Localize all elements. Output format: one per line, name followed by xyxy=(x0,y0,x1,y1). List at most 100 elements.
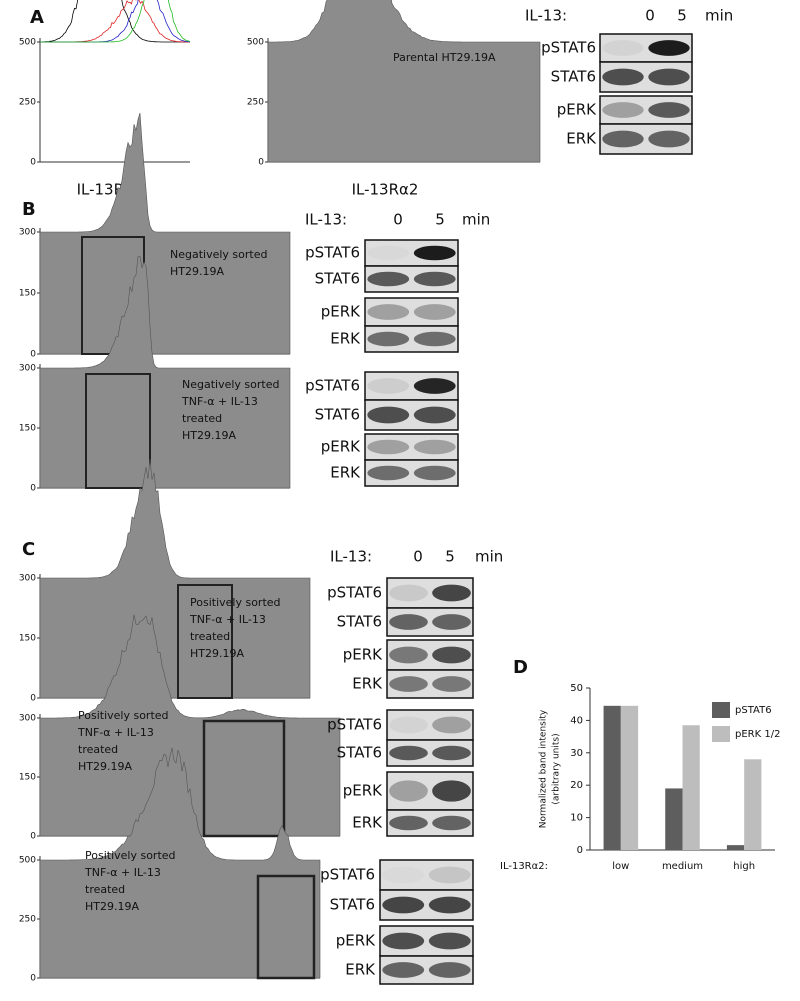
gate xyxy=(177,584,233,699)
band xyxy=(413,271,456,287)
annotation: HT29.19A xyxy=(190,647,244,660)
gate xyxy=(85,373,151,489)
band-label: pSTAT6 xyxy=(320,866,375,884)
band-label: STAT6 xyxy=(315,406,360,424)
time-label: 5 xyxy=(445,548,455,566)
band-label: STAT6 xyxy=(315,270,360,288)
band-label: pERK xyxy=(343,646,383,664)
y-tick-label: 500 xyxy=(247,38,264,48)
band xyxy=(432,614,471,630)
band-label: pSTAT6 xyxy=(327,584,382,602)
band xyxy=(602,40,644,56)
y-tick-label: 250 xyxy=(247,98,264,108)
y-tick-label: 0 xyxy=(30,350,36,360)
histogram xyxy=(39,614,341,837)
band xyxy=(413,304,456,320)
band xyxy=(432,676,471,692)
annotation: treated xyxy=(85,883,125,896)
y-tick-label: 250 xyxy=(19,98,36,108)
band xyxy=(428,866,471,884)
bar xyxy=(665,788,683,850)
band xyxy=(367,378,410,394)
annotation: treated xyxy=(78,743,118,756)
band xyxy=(413,439,456,455)
band xyxy=(382,896,425,914)
y-tick-label: 150 xyxy=(19,289,36,299)
band-label: pERK xyxy=(343,782,383,800)
band-label: pERK xyxy=(321,303,361,321)
y-tick-label: 300 xyxy=(19,228,36,238)
annotation: Parental HT29.19A xyxy=(393,51,496,64)
band xyxy=(367,331,410,347)
band xyxy=(367,271,410,287)
annotation: Positively sorted xyxy=(78,709,169,722)
bar xyxy=(726,845,745,850)
y-tick-label: 300 xyxy=(19,714,36,724)
annotation: HT29.19A xyxy=(85,900,139,913)
histogram-curve xyxy=(40,0,191,43)
band xyxy=(367,465,410,481)
band xyxy=(367,246,409,261)
histogram xyxy=(39,256,291,489)
treatment-label: IL-13: xyxy=(305,211,347,229)
band-label: ERK xyxy=(330,464,361,482)
panel-label: C xyxy=(22,539,35,560)
band xyxy=(648,102,690,118)
blot-row xyxy=(364,297,459,327)
band xyxy=(432,716,471,734)
band xyxy=(432,646,471,664)
y-tick-label: 150 xyxy=(19,634,36,644)
x-tick-label: medium xyxy=(662,861,703,872)
band xyxy=(648,40,690,56)
band-label: STAT6 xyxy=(330,896,375,914)
band xyxy=(389,646,428,664)
band-label: pSTAT6 xyxy=(541,39,596,57)
panel-label: A xyxy=(30,7,44,28)
band xyxy=(382,932,425,950)
y-tick-label: 0 xyxy=(30,974,36,984)
band-label: pSTAT6 xyxy=(327,716,382,734)
time-label: 5 xyxy=(435,211,445,229)
gate xyxy=(202,719,286,838)
annotation: HT29.19A xyxy=(182,429,236,442)
histogram xyxy=(267,0,541,163)
y-axis-label: Normalized band intensity xyxy=(539,709,549,828)
panel-label: D xyxy=(513,657,528,678)
y-tick-label: 500 xyxy=(19,856,36,866)
histogram xyxy=(39,459,311,699)
y-tick-label: 10 xyxy=(570,813,583,824)
band xyxy=(648,130,690,148)
time-label: 0 xyxy=(393,211,403,229)
band-label: ERK xyxy=(345,961,376,979)
band-label: pSTAT6 xyxy=(305,244,360,262)
band xyxy=(389,780,428,802)
band xyxy=(413,406,456,424)
band xyxy=(432,780,471,802)
time-label: 0 xyxy=(413,548,423,566)
annotation: Positively sorted xyxy=(85,849,176,862)
y-tick-label: 0 xyxy=(30,694,36,704)
band xyxy=(428,932,471,950)
band xyxy=(648,68,690,86)
legend-label: pSTAT6 xyxy=(735,705,772,716)
x-axis-label: IL-13Rα2 xyxy=(352,181,419,199)
legend-swatch xyxy=(712,726,730,742)
y-tick-label: 150 xyxy=(19,424,36,434)
band xyxy=(413,465,456,481)
time-unit: min xyxy=(462,211,490,229)
band-label: pERK xyxy=(557,101,597,119)
x-tick-label: low xyxy=(612,861,629,872)
bar xyxy=(603,705,621,850)
band-label: ERK xyxy=(352,814,383,832)
band-label: STAT6 xyxy=(337,613,382,631)
band xyxy=(432,745,471,761)
annotation: HT29.19A xyxy=(78,760,132,773)
histogram xyxy=(39,112,291,355)
gate xyxy=(256,874,316,980)
band-label: pERK xyxy=(321,438,361,456)
y-tick-label: 300 xyxy=(19,364,36,374)
time-unit: min xyxy=(475,548,503,566)
annotation: TNF-α + IL-13 xyxy=(189,613,266,626)
legend-label: pERK 1/2 xyxy=(735,729,780,740)
